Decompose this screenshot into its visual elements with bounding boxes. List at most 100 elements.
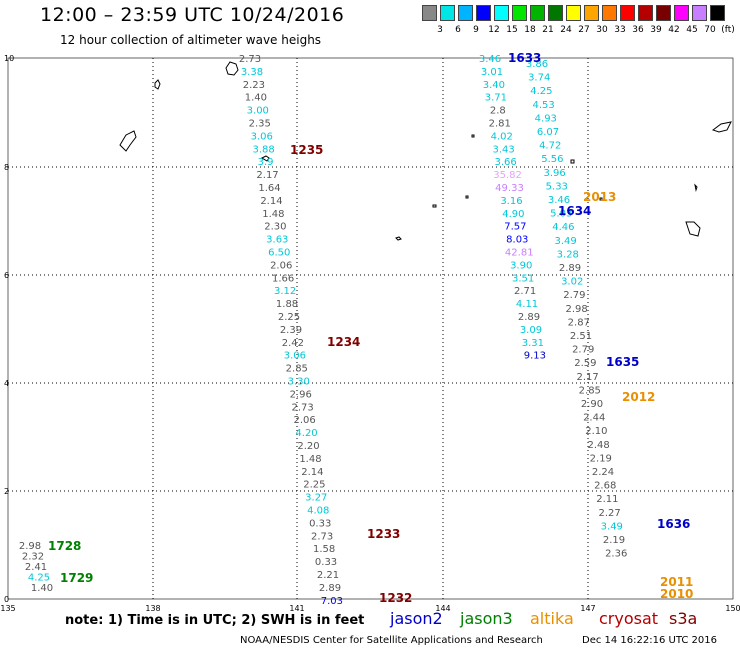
wave-height-value: 3.28 [557, 249, 579, 260]
wave-height-value: 1.48 [262, 209, 284, 220]
wave-height-value: 3.38 [241, 67, 263, 78]
island-shape [711, 121, 732, 133]
wave-height-value: 2.35 [249, 119, 271, 130]
wave-height-value: 2.36 [605, 549, 627, 560]
wave-height-value: 3.40 [483, 80, 505, 91]
wave-height-value: 1.40 [31, 583, 53, 594]
wave-height-value: 2.39 [280, 325, 302, 336]
wave-height-value: 4.46 [552, 222, 574, 233]
legend-swatch [512, 5, 527, 21]
land-outlines [119, 61, 732, 241]
wave-height-value: 3.12 [274, 286, 296, 297]
wave-height-value: 3.51 [512, 273, 534, 284]
wave-height-value: 1.48 [299, 454, 321, 465]
satellite-cryosat: cryosat [599, 609, 659, 628]
island-shape [599, 197, 603, 201]
wave-height-value: 3.46 [479, 54, 501, 65]
wave-height-value: 3.16 [500, 196, 522, 207]
legend-label: 3 [437, 25, 443, 35]
wave-height-value: 2.14 [301, 467, 323, 478]
legend-label: 36 [632, 25, 644, 35]
wave-height-value: 2.98 [19, 541, 41, 552]
legend-swatch [584, 5, 599, 21]
track-label-1233: 1233 [367, 527, 400, 541]
track-label-1232: 1232 [379, 591, 412, 605]
lon-label: 138 [145, 604, 160, 613]
wave-height-value: 1.88 [276, 299, 298, 310]
wave-height-value: 2.41 [25, 562, 47, 573]
wave-height-value: 3.49 [554, 236, 576, 247]
legend-swatch [494, 5, 509, 21]
wave-height-value: 2.71 [514, 286, 536, 297]
wave-height-value: 3.46 [548, 195, 570, 206]
track-label-1636: 1636 [657, 517, 690, 531]
track-label-1635: 1635 [606, 355, 639, 369]
wave-height-value: 49.33 [495, 183, 524, 194]
timestamp: Dec 14 16:22:16 UTC 2016 [582, 635, 717, 646]
wave-height-value: 3.63 [266, 235, 288, 246]
island-shape [570, 159, 575, 164]
wave-height-value: 7.57 [504, 222, 526, 233]
island-shape [395, 236, 402, 241]
legend-swatch [656, 5, 671, 21]
track-label-2011: 2011 [660, 575, 693, 589]
legend-label: 30 [596, 25, 608, 35]
wave-height-value: 3.96 [543, 168, 565, 179]
track-label-1235: 1235 [290, 143, 323, 157]
track-label-1728: 1728 [48, 539, 81, 553]
island-shape [432, 204, 437, 208]
wave-height-value: 2.10 [585, 426, 607, 437]
legend-label: 15 [506, 25, 518, 35]
wave-height-value: 2.79 [563, 290, 585, 301]
legend-swatch [476, 5, 491, 21]
track-label-2010: 2010 [660, 587, 693, 601]
wave-height-value: 3.27 [305, 493, 327, 504]
wave-height-value: 2.17 [256, 170, 278, 181]
wave-height-value: 2.79 [572, 345, 594, 356]
island-shape [119, 130, 137, 152]
legend-swatch [422, 5, 437, 21]
wave-height-value: 42.81 [505, 248, 534, 259]
wave-height-value: 35.82 [493, 170, 522, 181]
wave-height-value: 3.90 [510, 260, 532, 271]
legend-unit: (ft) [721, 25, 735, 35]
wave-height-value: 3.00 [247, 106, 269, 117]
lat-label: 0 [4, 595, 9, 604]
wave-height-value: 3.43 [493, 144, 515, 155]
wave-height-value: 3.9 [258, 157, 274, 168]
lon-label: 147 [580, 604, 595, 613]
legend-label: 18 [524, 25, 536, 35]
wave-height-value: 1.58 [313, 544, 335, 555]
wave-height-value: 4.02 [491, 131, 513, 142]
wave-height-value: 2.81 [489, 119, 511, 130]
island-shape [260, 155, 270, 162]
island-shape [154, 79, 161, 90]
wave-height-value: 3.31 [522, 338, 544, 349]
satellite-jason3: jason3 [460, 609, 513, 628]
wave-height-value: 4.90 [502, 209, 524, 220]
wave-height-value: 2.73 [311, 531, 333, 542]
map-title: 12:00 – 23:59 UTC 10/24/2016 [40, 4, 345, 26]
island-shape [225, 61, 239, 76]
legend-swatch [530, 5, 545, 21]
wave-height-value: 2.14 [260, 196, 282, 207]
wave-height-value: 2.17 [576, 372, 598, 383]
wave-height-value: 3.02 [561, 277, 583, 288]
wave-height-value: 4.72 [539, 141, 561, 152]
wave-height-value: 2.06 [293, 415, 315, 426]
wave-height-value: 2.73 [292, 402, 314, 413]
wave-height-value: 4.53 [532, 100, 554, 111]
legend-label: 70 [704, 25, 716, 35]
lat-label: 10 [4, 54, 14, 63]
wave-height-value: 2.8 [490, 106, 506, 117]
legend-swatch [602, 5, 617, 21]
wave-height-value: 3.49 [601, 521, 623, 532]
wave-height-value: 4.20 [295, 428, 317, 439]
legend-swatch [458, 5, 473, 21]
track-label-1633: 1633 [508, 51, 541, 65]
wave-height-value: 2.85 [579, 385, 601, 396]
legend-label: 9 [473, 25, 479, 35]
wave-height-value: 2.11 [596, 494, 618, 505]
wave-height-value: 5.03 [550, 209, 572, 220]
legend-label: 45 [686, 25, 698, 35]
